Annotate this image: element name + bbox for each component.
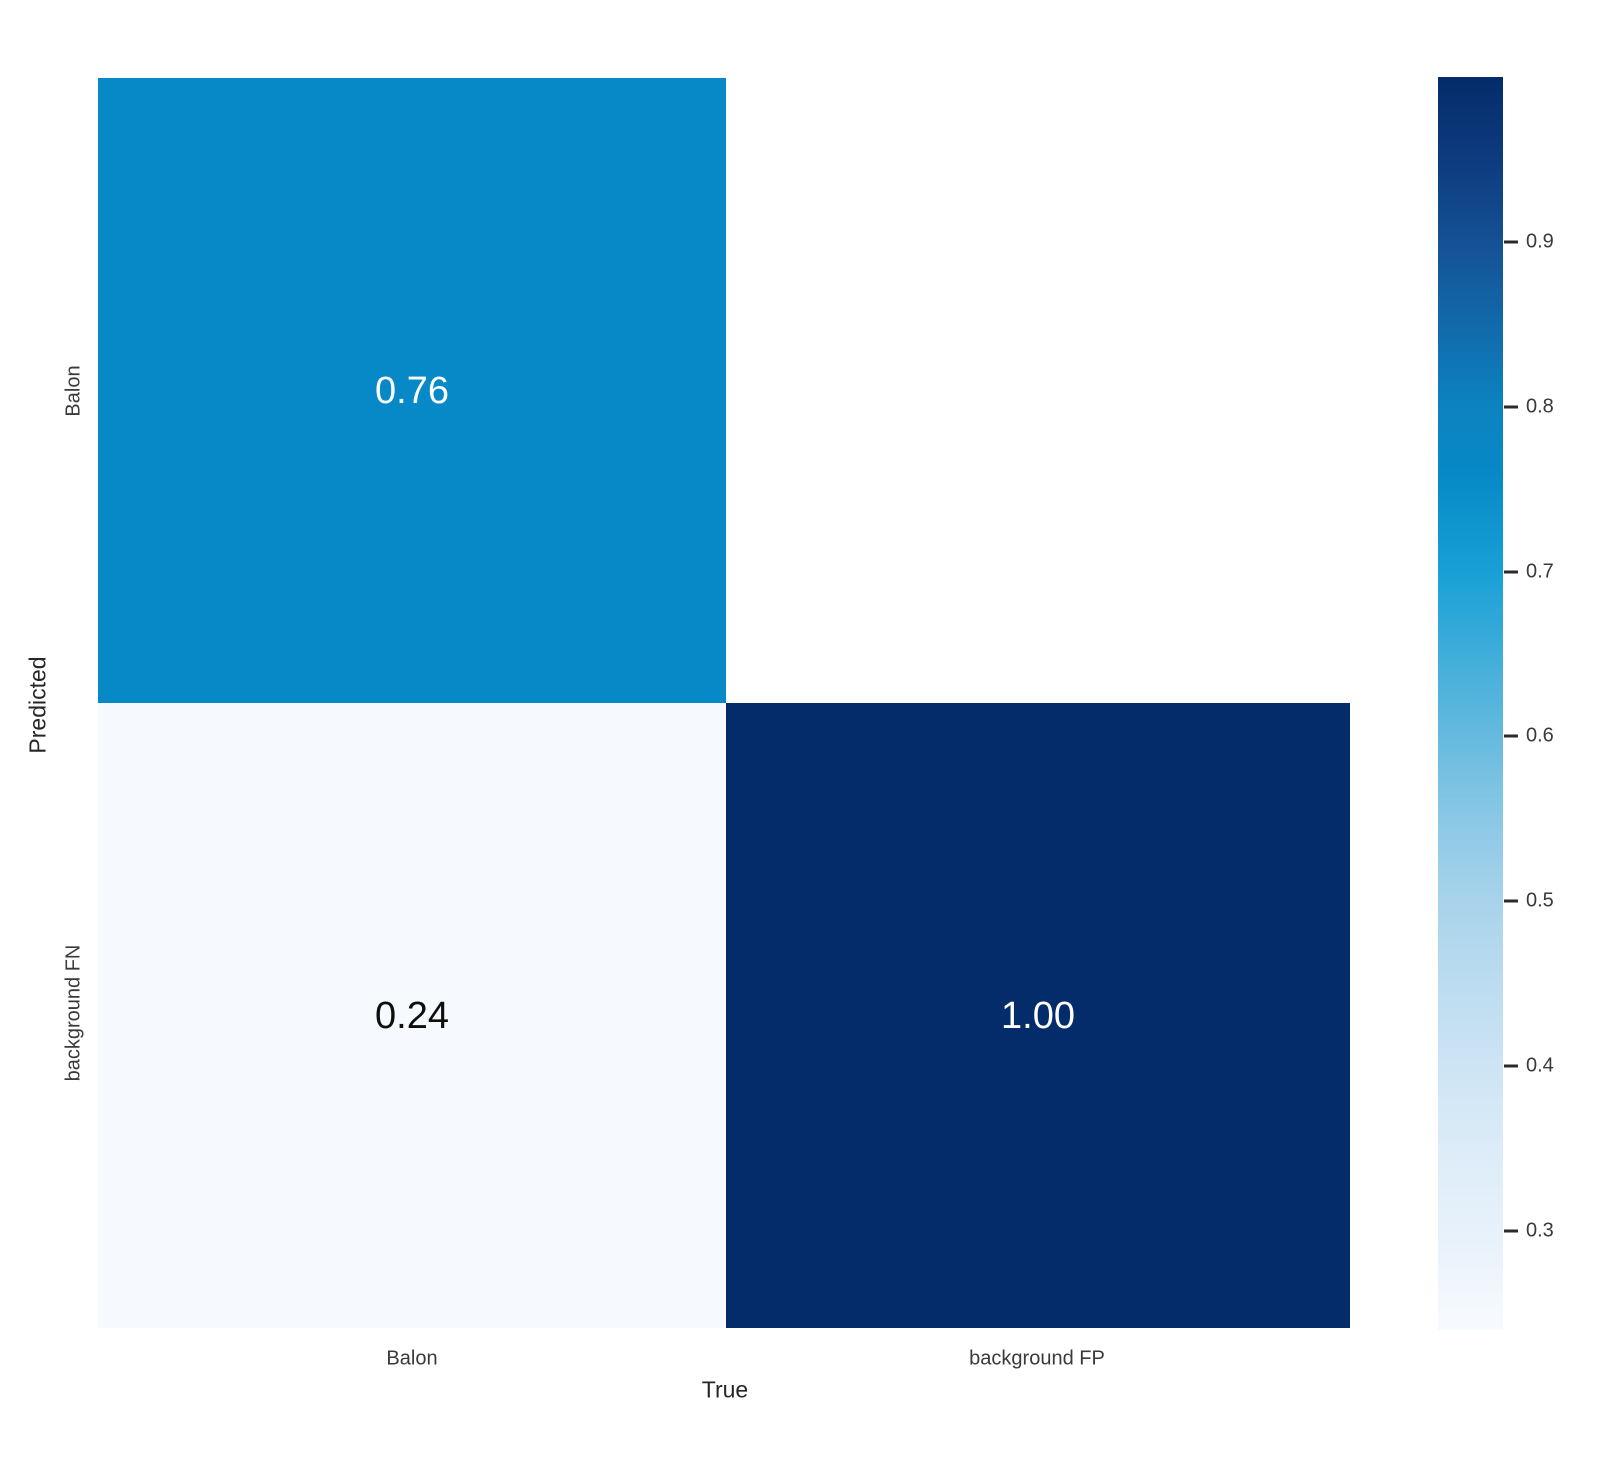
colorbar-tick-label: 0.6 — [1526, 724, 1554, 747]
colorbar-tick-label: 0.7 — [1526, 560, 1554, 583]
x-tick-background-fp: background FP — [969, 1347, 1105, 1370]
colorbar-tick-label: 0.5 — [1526, 889, 1554, 912]
heatmap-cell-r0-c0: 0.76 — [98, 78, 726, 703]
colorbar-tick-label: 0.4 — [1526, 1054, 1554, 1077]
colorbar-tick-mark — [1504, 1064, 1518, 1068]
colorbar-tick-label: 0.8 — [1526, 395, 1554, 418]
colorbar — [1438, 77, 1503, 1330]
colorbar-tick-label: 0.3 — [1526, 1219, 1554, 1242]
colorbar-tick-label: 0.9 — [1526, 230, 1554, 253]
colorbar-tick-mark — [1504, 570, 1518, 574]
heatmap-cell-value: 0.76 — [375, 369, 449, 412]
colorbar-tick-mark — [1504, 734, 1518, 738]
y-axis-label: Predicted — [24, 656, 51, 754]
heatmap-cell-r1-c0: 0.24 — [98, 703, 726, 1328]
colorbar-tick-mark — [1504, 405, 1518, 409]
x-tick-balon: Balon — [386, 1347, 438, 1370]
colorbar-tick-mark — [1504, 899, 1518, 903]
y-tick-background-fn: background FN — [62, 944, 85, 1082]
colorbar-tick-mark — [1504, 240, 1518, 244]
heatmap-grid: 0.76 0.24 1.00 — [98, 78, 1350, 1328]
colorbar-tick-mark — [1504, 1229, 1518, 1233]
heatmap-cell-value: 0.24 — [375, 994, 449, 1037]
heatmap-cell-r1-c1: 1.00 — [726, 703, 1350, 1328]
x-axis-label: True — [701, 1376, 749, 1403]
heatmap-cell-r0-c1 — [726, 78, 1350, 703]
heatmap-cell-value: 1.00 — [1001, 994, 1075, 1037]
y-tick-balon: Balon — [62, 365, 85, 417]
